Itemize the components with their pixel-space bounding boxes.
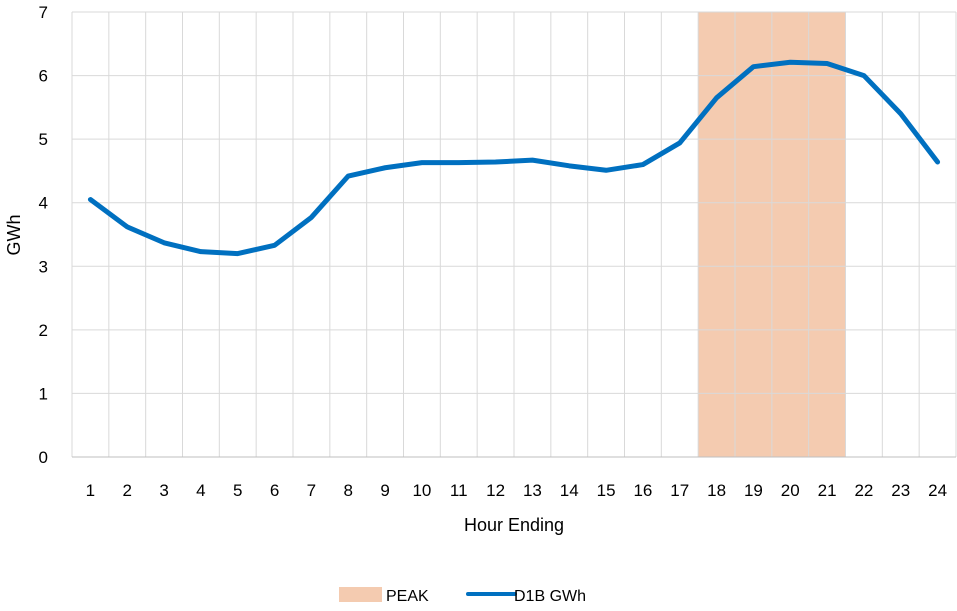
x-tick-label: 10 — [412, 481, 431, 500]
legend: PEAK D1B GWh — [339, 587, 586, 605]
series-line — [87, 59, 941, 257]
x-tick-label: 8 — [344, 481, 353, 500]
x-tick-label: 1 — [86, 481, 95, 500]
x-tick-label: 7 — [307, 481, 316, 500]
x-tick-label: 17 — [670, 481, 689, 500]
legend-series-label: D1B GWh — [514, 588, 586, 605]
x-tick-label: 3 — [159, 481, 168, 500]
y-tick-label: 6 — [39, 67, 48, 86]
series-layer — [87, 59, 941, 257]
x-tick-label: 16 — [633, 481, 652, 500]
y-tick-label: 0 — [39, 448, 48, 467]
x-axis-title: Hour Ending — [464, 515, 564, 535]
y-tick-label: 4 — [39, 194, 48, 213]
x-tick-label: 18 — [707, 481, 726, 500]
x-tick-label: 19 — [744, 481, 763, 500]
legend-peak-label: PEAK — [386, 588, 429, 605]
x-tick-label: 20 — [781, 481, 800, 500]
x-tick-label: 22 — [854, 481, 873, 500]
x-tick-label: 13 — [523, 481, 542, 500]
y-tick-label: 2 — [39, 321, 48, 340]
y-tick-label: 7 — [39, 3, 48, 22]
y-tick-label: 5 — [39, 130, 48, 149]
gridlines — [71, 11, 957, 458]
x-tick-labels: 1 2 3 4 5 6 7 8 9 10 11 12 13 14 15 16 17 18 19 20 21 22 23 24 — [86, 481, 947, 500]
x-tick-label: 23 — [891, 481, 910, 500]
x-tick-label: 14 — [560, 481, 579, 500]
y-axis-title: GWh — [4, 214, 24, 255]
y-tick-label: 3 — [39, 257, 48, 276]
legend-peak-swatch — [339, 587, 382, 602]
x-tick-label: 2 — [123, 481, 132, 500]
x-tick-label: 5 — [233, 481, 242, 500]
x-tick-label: 11 — [450, 481, 468, 500]
x-tick-label: 21 — [818, 481, 837, 500]
y-tick-labels: 0 1 2 3 4 5 6 7 — [39, 3, 48, 467]
x-tick-label: 4 — [196, 481, 205, 500]
x-tick-label: 9 — [380, 481, 389, 500]
x-tick-label: 15 — [597, 481, 616, 500]
x-tick-label: 6 — [270, 481, 279, 500]
x-tick-label: 24 — [928, 481, 947, 500]
y-tick-label: 1 — [39, 384, 48, 403]
x-tick-label: 12 — [486, 481, 505, 500]
